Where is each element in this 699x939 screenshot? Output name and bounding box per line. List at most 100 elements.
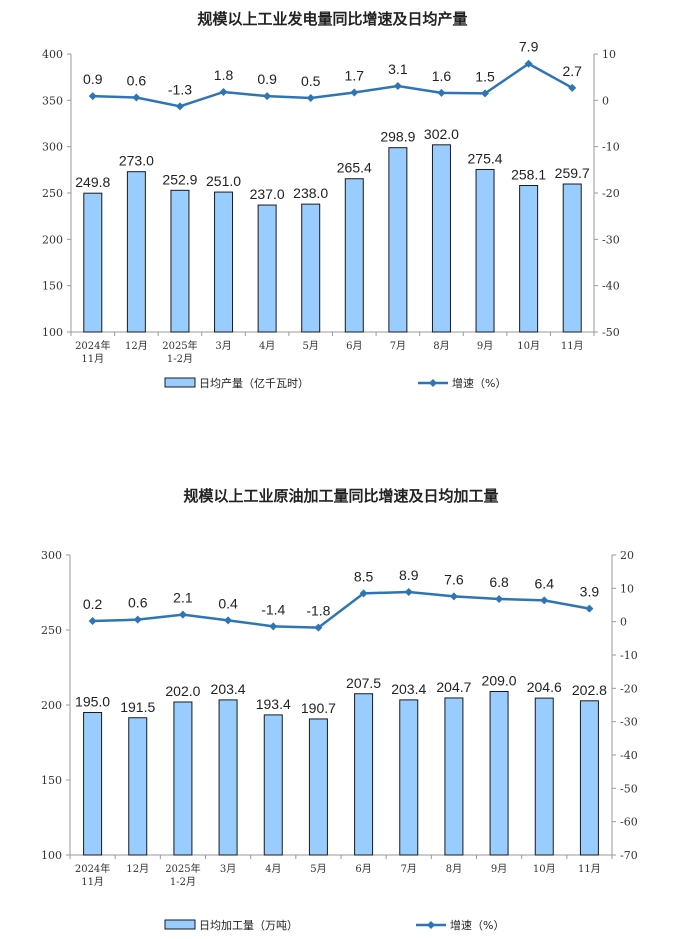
x-tick-label: 10月 xyxy=(517,340,540,352)
x-tick-label: 3月 xyxy=(220,863,236,875)
line-data-label: 0.9 xyxy=(83,71,103,87)
bar-data-label: 265.4 xyxy=(337,160,372,176)
line-data-label: 1.8 xyxy=(214,67,234,83)
bar xyxy=(519,184,539,333)
chart-title: 规模以上工业发电量同比增速及日均产量 xyxy=(197,10,467,28)
bar-data-label: 302.0 xyxy=(424,126,459,142)
bar xyxy=(83,192,103,333)
right-tick-label: 0 xyxy=(602,94,609,107)
line-marker xyxy=(524,59,533,68)
x-tick-label: 10月 xyxy=(533,863,556,875)
right-tick-label: 10 xyxy=(602,48,616,61)
x-tick-label: 1-2月 xyxy=(170,876,196,888)
left-tick-label: 200 xyxy=(42,233,63,246)
x-tick-label: 6月 xyxy=(355,863,371,875)
bar xyxy=(388,147,408,333)
bar-data-label: 191.5 xyxy=(120,699,155,715)
left-tick-label: 150 xyxy=(42,280,63,293)
line-data-label: 7.9 xyxy=(519,39,539,55)
bar-data-label: 195.0 xyxy=(75,694,110,710)
right-tick-label: 20 xyxy=(620,549,634,562)
bar xyxy=(431,144,451,333)
bar-data-label: 193.4 xyxy=(256,696,291,712)
line-marker xyxy=(314,623,323,632)
line-data-label: 1.6 xyxy=(432,68,452,84)
line-data-label: 0.9 xyxy=(257,71,277,87)
bar-data-label: 204.7 xyxy=(436,679,471,695)
bar-data-label: 249.8 xyxy=(75,174,110,190)
x-tick-label: 9月 xyxy=(491,863,507,875)
x-tick-label: 11月 xyxy=(578,863,601,875)
right-tick-label: -70 xyxy=(620,849,638,862)
line-marker xyxy=(350,88,359,97)
growth-line xyxy=(92,590,590,629)
line-marker xyxy=(219,87,228,96)
x-tick-label: 11月 xyxy=(561,340,584,352)
x-tick-label: 11月 xyxy=(81,876,104,888)
line-marker xyxy=(359,589,368,598)
line-marker xyxy=(263,92,272,101)
bar xyxy=(218,699,238,856)
right-tick-label: -20 xyxy=(602,187,620,200)
line-marker xyxy=(178,610,187,619)
bar xyxy=(83,712,103,856)
line-data-label: 8.9 xyxy=(399,567,419,583)
x-tick-label: 7月 xyxy=(401,863,417,875)
left-tick-label: 300 xyxy=(41,549,62,562)
line-data-label: -1.8 xyxy=(306,603,330,619)
line-marker xyxy=(568,83,577,92)
left-tick-label: 200 xyxy=(41,699,62,712)
line-data-label: 7.6 xyxy=(444,571,464,587)
x-tick-label: 11月 xyxy=(81,353,104,365)
right-tick-label: -10 xyxy=(602,141,620,154)
bar xyxy=(301,203,321,333)
line-data-label: 0.2 xyxy=(83,596,103,612)
bar-data-label: 203.4 xyxy=(211,681,246,697)
bar-data-label: 209.0 xyxy=(482,673,517,689)
bar-data-label: 202.8 xyxy=(572,682,607,698)
line-marker xyxy=(540,596,549,605)
line-marker xyxy=(306,94,315,103)
line-marker xyxy=(449,592,458,601)
line-data-label: 0.4 xyxy=(218,595,238,611)
line-marker xyxy=(585,604,594,613)
bar xyxy=(263,714,283,856)
chart-title: 规模以上工业原油加工量同比增速及日均加工量 xyxy=(183,487,498,505)
line-data-label: 1.5 xyxy=(475,68,495,84)
x-tick-label: 6月 xyxy=(346,340,362,352)
bar xyxy=(562,183,582,333)
line-data-label: 3.9 xyxy=(580,584,600,600)
left-tick-label: 150 xyxy=(41,774,62,787)
line-marker xyxy=(88,92,97,101)
x-tick-label: 7月 xyxy=(390,340,406,352)
left-tick-label: 350 xyxy=(42,94,63,107)
bar-data-label: 202.0 xyxy=(165,683,200,699)
legend-marker-icon xyxy=(427,921,435,929)
x-tick-label: 8月 xyxy=(433,340,449,352)
bar xyxy=(214,191,234,333)
x-tick-label: 3月 xyxy=(215,340,231,352)
line-data-label: 6.4 xyxy=(535,575,555,591)
bar-data-label: 259.7 xyxy=(555,165,590,181)
bar xyxy=(128,717,148,856)
line-marker xyxy=(88,617,97,625)
right-tick-label: -10 xyxy=(620,649,638,662)
line-marker xyxy=(133,615,142,624)
line-data-label: -1.4 xyxy=(261,601,285,617)
bar-data-label: 238.0 xyxy=(293,185,328,201)
x-tick-label: 4月 xyxy=(259,340,275,352)
left-tick-label: 100 xyxy=(42,326,63,339)
bar-data-label: 273.0 xyxy=(119,153,154,169)
legend-line-label: 增速（%） xyxy=(452,376,506,390)
x-tick-label: 9月 xyxy=(477,340,493,352)
right-tick-label: -40 xyxy=(620,749,638,762)
bar xyxy=(489,691,509,856)
line-data-label: 8.5 xyxy=(354,568,374,584)
legend-bar-label: 日均产量（亿千瓦时） xyxy=(199,376,309,390)
line-marker xyxy=(481,89,490,98)
line-data-label: 6.8 xyxy=(489,574,509,590)
bar-data-label: 207.5 xyxy=(346,675,381,691)
right-tick-label: -50 xyxy=(620,782,638,795)
line-data-label: 0.6 xyxy=(127,73,147,89)
left-tick-label: 400 xyxy=(42,48,63,61)
